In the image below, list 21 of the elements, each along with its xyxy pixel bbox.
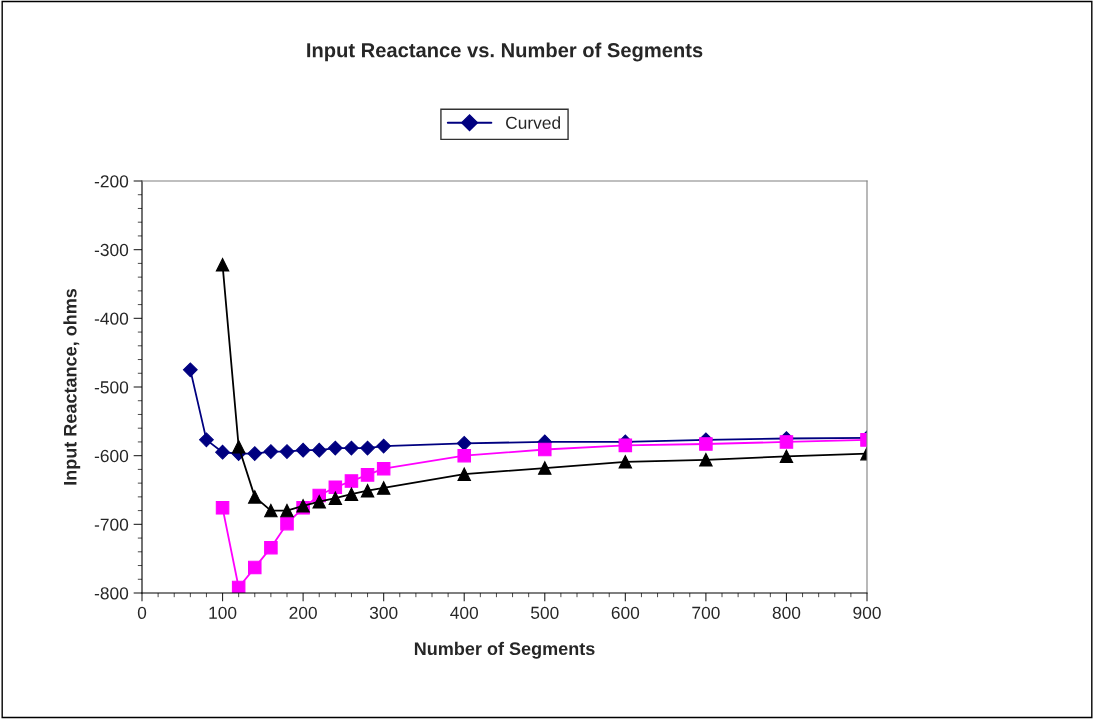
y-tick-label: -500 [94, 381, 129, 394]
x-tick-label: 400 [450, 606, 479, 619]
chart-title: Input Reactance vs. Number of Segments [307, 42, 703, 62]
y-tick-label: -600 [94, 449, 129, 463]
x-tick-label: 700 [692, 606, 720, 619]
x-tick-label: 0 [137, 606, 147, 619]
y-tick-label: -300 [94, 243, 129, 257]
x-tick-label: 500 [530, 606, 559, 619]
y-tick-label: -200 [94, 175, 129, 188]
y-tick-label: -700 [94, 518, 129, 531]
legend-label: Curved [506, 116, 561, 129]
x-axis-title: Number of Segments [414, 641, 595, 659]
x-tick-label: 900 [853, 606, 881, 619]
y-tick-label: -800 [94, 587, 129, 600]
y-tick-label: -400 [94, 312, 129, 325]
x-tick-label: 300 [369, 606, 398, 619]
y-axis-title: Input Reactance, ohms [63, 288, 81, 485]
x-tick-label: 100 [209, 606, 237, 619]
x-tick-label: 600 [611, 606, 640, 619]
x-tick-label: 800 [772, 606, 801, 619]
x-tick-label: 200 [289, 606, 317, 619]
